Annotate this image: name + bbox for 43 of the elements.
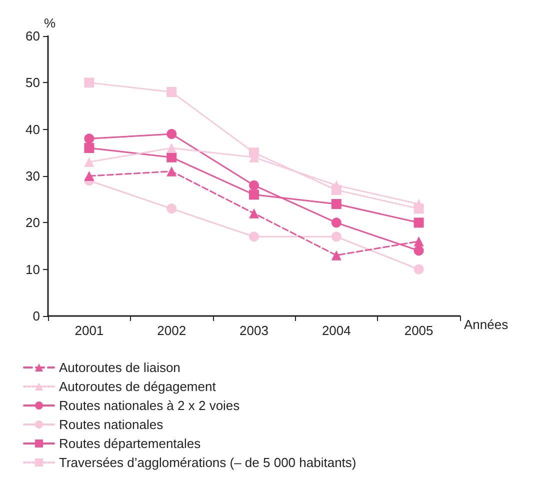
- legend-label: Routes nationales à 2 x 2 voies: [59, 398, 240, 413]
- point: [331, 250, 342, 260]
- y-tick-label: 40: [26, 122, 40, 137]
- point: [84, 171, 94, 181]
- x-tick-label: 2003: [240, 323, 268, 338]
- x-tick-label: 2005: [404, 323, 434, 338]
- y-tick-label: 20: [26, 215, 40, 230]
- y-tick-label: 60: [26, 28, 40, 44]
- legend-label: Routes départementales: [59, 436, 202, 451]
- point: [166, 152, 177, 162]
- y-tick-label: 50: [26, 75, 40, 90]
- point: [84, 157, 94, 167]
- y-tick-label: 10: [26, 262, 40, 277]
- point: [249, 190, 259, 200]
- point: [414, 246, 424, 256]
- point: [166, 129, 177, 139]
- point: [331, 232, 342, 242]
- point: [166, 143, 177, 153]
- point: [249, 232, 259, 242]
- point: [331, 218, 342, 228]
- point: [249, 180, 259, 190]
- point: [414, 236, 424, 246]
- point: [414, 264, 424, 274]
- x-tick-label: 2001: [74, 323, 104, 338]
- x-axis-title: Années: [464, 317, 509, 332]
- legend-label: Autoroutes de liaison: [59, 360, 180, 375]
- point: [166, 87, 177, 97]
- y-axis-title: %: [44, 16, 56, 31]
- legend-label: Traversées d’agglomérations (– de 5 000 habitants): [59, 455, 356, 470]
- point: [166, 204, 177, 214]
- x-tick-label: 2002: [157, 323, 186, 338]
- y-tick-label: 0: [32, 308, 40, 324]
- point: [84, 134, 94, 144]
- point: [166, 166, 177, 176]
- point: [84, 78, 94, 88]
- x-tick-label: 2004: [322, 323, 351, 338]
- y-tick-label: 30: [26, 168, 40, 184]
- legend-label: Autoroutes de dégagement: [59, 379, 216, 394]
- legend-label: Routes nationales: [59, 417, 164, 432]
- point: [414, 218, 424, 228]
- point: [84, 143, 94, 153]
- point: [331, 199, 342, 209]
- point: [249, 208, 259, 218]
